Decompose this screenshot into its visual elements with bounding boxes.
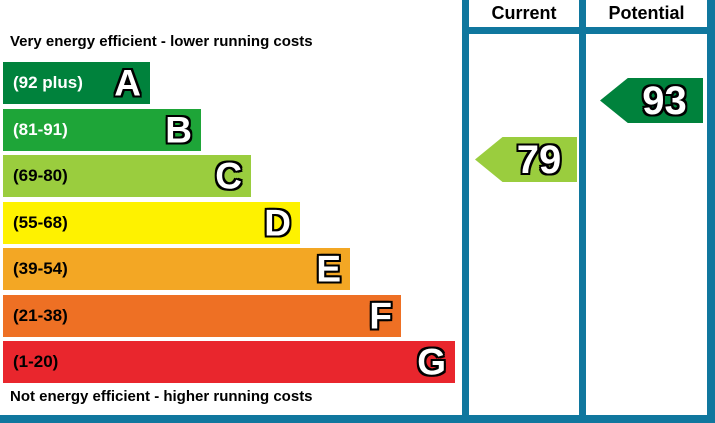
band-row: (92 plus) A [3,62,150,104]
potential-rating-arrow: 93 [600,78,703,123]
band-range-label: (92 plus) [13,73,83,92]
band-row: (69-80) C [3,155,251,197]
band-letter: E [316,248,341,290]
current-column-left-border [462,0,469,415]
band-range-label: (39-54) [13,259,68,278]
band-range-label: (1-20) [13,352,59,371]
potential-column-right-border [707,0,715,415]
band-letter: C [215,155,242,197]
band-letter: D [264,202,291,244]
header-potential: Potential [608,3,685,23]
potential-rating-value: 93 [642,78,687,123]
current-rating-arrow: 79 [475,137,577,182]
band-letter: A [114,62,141,104]
caption-top: Very energy efficient - lower running co… [10,33,313,50]
band-range-label: (55-68) [13,213,68,232]
band-row: (55-68) D [3,202,300,244]
band-letter: B [165,109,192,151]
band-letter: G [417,341,446,383]
band-letter: F [369,295,392,337]
band-range-label: (69-80) [13,166,68,185]
band-row: (1-20) G [3,341,455,383]
band-range-label: (81-91) [13,120,68,139]
bottom-bar [0,415,715,423]
band-range-label: (21-38) [13,306,68,325]
band-row: (39-54) E [3,248,350,290]
header-current: Current [491,3,557,23]
band-row: (81-91) B [3,109,201,151]
band-row: (21-38) F [3,295,401,337]
current-rating-value: 79 [516,137,562,182]
header-divider [462,27,715,34]
caption-bottom: Not energy efficient - higher running co… [10,388,313,405]
column-divider [579,0,586,415]
